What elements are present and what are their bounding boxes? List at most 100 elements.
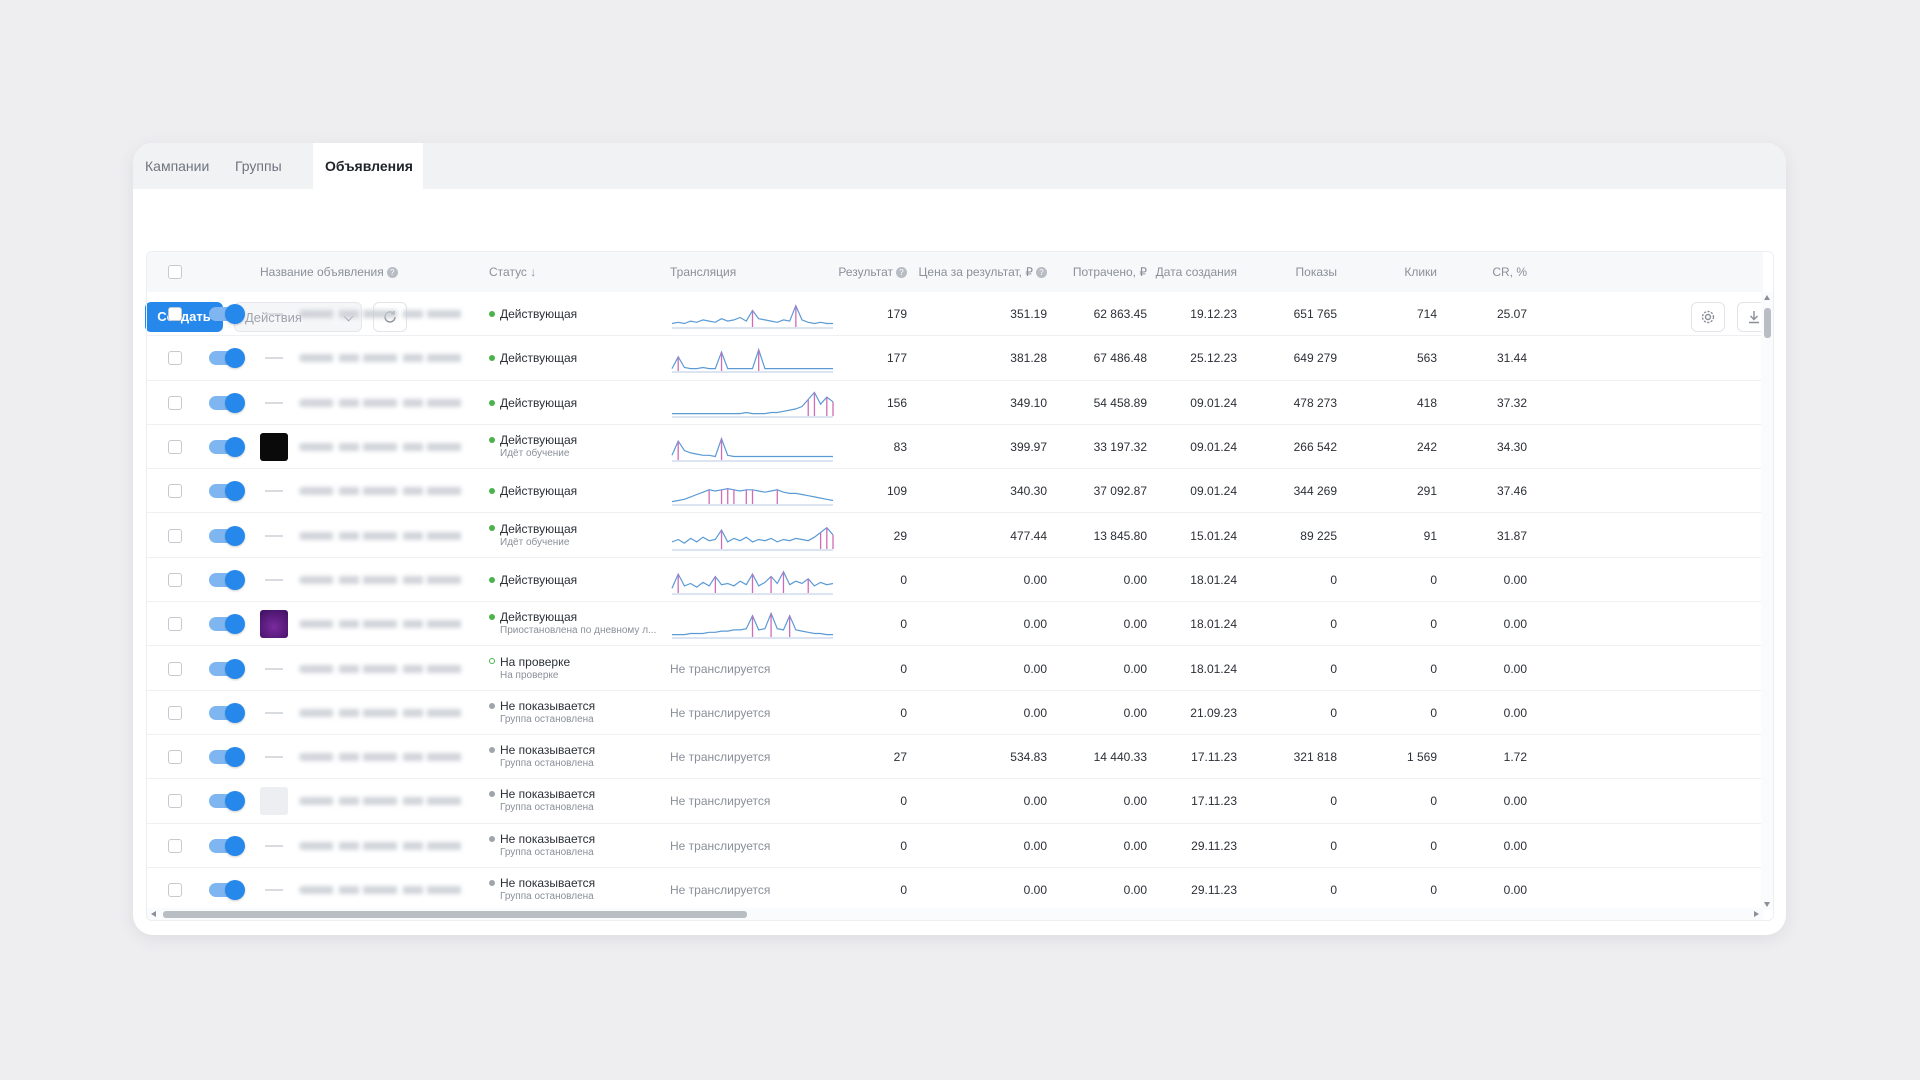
ad-name-blurred[interactable]: [299, 310, 465, 319]
column-broadcast[interactable]: Трансляция: [670, 265, 737, 279]
vertical-scroll-thumb[interactable]: [1764, 308, 1771, 338]
ad-toggle[interactable]: [209, 569, 245, 590]
ad-thumbnail[interactable]: [260, 566, 288, 594]
row-checkbox[interactable]: [168, 440, 182, 455]
help-icon[interactable]: ?: [386, 267, 398, 279]
help-icon[interactable]: ?: [896, 267, 907, 279]
ad-name-blurred[interactable]: [299, 575, 465, 584]
row-checkbox[interactable]: [168, 838, 182, 853]
ad-name-blurred[interactable]: [299, 398, 465, 407]
ad-name-blurred[interactable]: [299, 531, 465, 540]
column-clicks[interactable]: Клики: [1404, 265, 1437, 279]
row-checkbox[interactable]: [168, 528, 182, 543]
tab-groups[interactable]: Группы: [235, 158, 282, 174]
row-checkbox[interactable]: [168, 484, 182, 499]
ad-thumbnail[interactable]: [260, 832, 288, 860]
tab-ads[interactable]: Объявления: [313, 143, 423, 189]
ad-thumbnail[interactable]: [260, 610, 288, 639]
table-row[interactable]: Не показывается Группа остановлена Не тран…: [147, 824, 1763, 868]
ad-thumbnail[interactable]: [260, 477, 288, 505]
scroll-right-icon[interactable]: [1754, 911, 1759, 917]
ad-name-blurred[interactable]: [299, 443, 465, 452]
table-row[interactable]: Действующая 109 340.30 37 092.87 09.01.24 344…: [147, 469, 1763, 514]
table-row[interactable]: Не показывается Группа остановлена Не тран…: [147, 779, 1763, 824]
ad-toggle[interactable]: [209, 392, 245, 413]
row-checkbox[interactable]: [168, 661, 182, 676]
ad-toggle[interactable]: [209, 304, 245, 325]
spent-value: 37 092.87: [1093, 484, 1147, 499]
row-checkbox[interactable]: [168, 572, 182, 587]
column-cr[interactable]: CR, %: [1492, 265, 1527, 279]
scroll-left-icon[interactable]: [151, 911, 156, 917]
ad-thumbnail[interactable]: [260, 389, 288, 417]
ad-thumbnail[interactable]: [260, 300, 288, 328]
ad-toggle[interactable]: [209, 481, 245, 502]
ad-thumbnail[interactable]: [260, 655, 288, 683]
ad-name-blurred[interactable]: [299, 841, 465, 850]
row-checkbox[interactable]: [168, 794, 182, 809]
table-row[interactable]: Действующая 179 351.19 62 863.45 19.12.23 651…: [147, 292, 1763, 337]
column-cost-per-result[interactable]: Цена за результат, ₽?: [907, 252, 1047, 292]
ad-toggle[interactable]: [209, 835, 245, 856]
select-all-checkbox[interactable]: [168, 265, 182, 279]
ad-name-blurred[interactable]: [299, 886, 465, 895]
table-row[interactable]: Действующая Приостановлена по дневному л.…: [147, 602, 1763, 647]
actions-select[interactable]: Действия: [234, 302, 362, 332]
row-checkbox[interactable]: [168, 395, 182, 410]
row-checkbox[interactable]: [168, 705, 182, 720]
scroll-down-icon[interactable]: [1764, 902, 1770, 907]
column-name[interactable]: Название объявления?: [260, 252, 398, 292]
table-row[interactable]: Не показывается Группа остановлена Не тран…: [147, 735, 1763, 780]
table-row[interactable]: Действующая 0 0.00 0.00 18.01.24 0 0 0.00: [147, 558, 1763, 603]
ad-thumbnail[interactable]: [260, 699, 288, 727]
ad-name-blurred[interactable]: [299, 487, 465, 496]
ad-toggle[interactable]: [209, 614, 245, 635]
horizontal-scrollbar[interactable]: [147, 908, 1763, 920]
ad-name-blurred[interactable]: [299, 620, 465, 629]
column-spent[interactable]: Потрачено, ₽: [1072, 265, 1147, 279]
vertical-scrollbar[interactable]: [1761, 292, 1773, 910]
ad-thumbnail[interactable]: [260, 433, 288, 462]
table-row[interactable]: Действующая Идёт обучение 83 399.97 33 197.3…: [147, 425, 1763, 470]
row-checkbox[interactable]: [168, 617, 182, 632]
row-checkbox[interactable]: [168, 750, 182, 765]
horizontal-scroll-thumb[interactable]: [163, 911, 747, 918]
ad-toggle[interactable]: [209, 880, 245, 901]
column-created[interactable]: Дата создания: [1155, 265, 1237, 279]
table-row[interactable]: Действующая Идёт обучение 29 477.44 13 845.8…: [147, 514, 1763, 558]
ad-name-blurred[interactable]: [299, 708, 465, 717]
ad-name-blurred[interactable]: [299, 354, 465, 363]
tab-campaigns[interactable]: Кампании: [145, 158, 210, 174]
row-checkbox[interactable]: [168, 883, 182, 898]
table-row[interactable]: Действующая 177 381.28 67 486.48 25.12.23 649…: [147, 336, 1763, 381]
ads-table: Название объявления? Статус ↓ Трансляция…: [146, 251, 1774, 921]
table-row[interactable]: Действующая 156 349.10 54 458.89 09.01.24 478…: [147, 381, 1763, 425]
ad-thumbnail[interactable]: [260, 522, 288, 550]
table-row[interactable]: Не показывается Группа остановлена Не тран…: [147, 691, 1763, 735]
column-result[interactable]: Результат?: [797, 252, 907, 292]
column-status[interactable]: Статус ↓: [489, 252, 536, 292]
ad-toggle[interactable]: [209, 747, 245, 768]
column-impressions[interactable]: Показы: [1295, 265, 1337, 279]
ad-thumbnail[interactable]: [260, 743, 288, 771]
ad-name-blurred[interactable]: [299, 753, 465, 762]
row-checkbox[interactable]: [168, 351, 182, 366]
scroll-up-icon[interactable]: [1764, 295, 1770, 300]
ad-toggle[interactable]: [209, 702, 245, 723]
ad-toggle[interactable]: [209, 525, 245, 546]
row-checkbox[interactable]: [168, 307, 182, 322]
table-row[interactable]: На проверке На проверке Не транслируется 0 0…: [147, 646, 1763, 691]
ad-toggle[interactable]: [209, 658, 245, 679]
ad-toggle[interactable]: [209, 437, 245, 458]
ad-name-blurred[interactable]: [299, 797, 465, 806]
ad-name-blurred[interactable]: [299, 664, 465, 673]
ad-thumbnail[interactable]: [260, 787, 288, 816]
table-row[interactable]: Не показывается Группа остановлена Не тран…: [147, 868, 1763, 913]
spent-value: 0.00: [1123, 617, 1147, 632]
ad-thumbnail[interactable]: [260, 876, 288, 904]
ad-toggle[interactable]: [209, 791, 245, 812]
ad-thumbnail[interactable]: [260, 344, 288, 372]
settings-button[interactable]: [1691, 302, 1725, 332]
ad-toggle[interactable]: [209, 348, 245, 369]
help-icon[interactable]: ?: [1036, 267, 1047, 279]
